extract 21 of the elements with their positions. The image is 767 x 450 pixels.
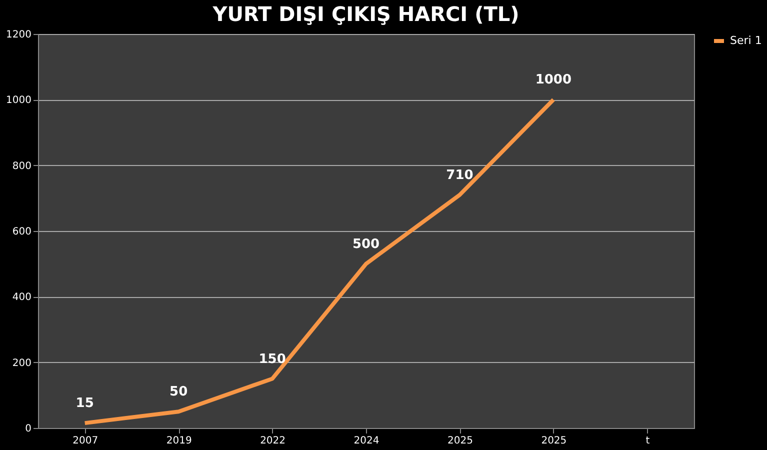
data-label: 500 — [352, 236, 380, 252]
x-tick-label: 2022 — [260, 436, 286, 446]
legend-label: Seri 1 — [730, 34, 762, 47]
data-label: 1000 — [535, 72, 572, 88]
y-tick-label: 800 — [12, 160, 32, 172]
x-tick-label: 2025 — [447, 436, 473, 446]
x-tick-label: 2024 — [354, 436, 380, 446]
x-tick-label: 2019 — [166, 436, 192, 446]
chart-title: YURT DIŞI ÇIKIŞ HARCI (TL) — [212, 2, 520, 26]
y-tick-label: 0 — [25, 424, 32, 434]
x-tick-label: t — [646, 436, 650, 446]
data-label: 15 — [76, 396, 94, 412]
x-tick-label: 2007 — [72, 436, 98, 446]
x-tick-label: 2025 — [541, 436, 567, 446]
y-tick-label: 600 — [12, 226, 32, 238]
y-tick-label: 1000 — [6, 95, 32, 106]
y-tick-label: 200 — [12, 358, 32, 369]
y-tick-label: 1200 — [6, 30, 32, 40]
data-label: 50 — [170, 384, 188, 400]
y-tick-label: 400 — [12, 292, 32, 304]
data-label: 710 — [446, 168, 474, 183]
